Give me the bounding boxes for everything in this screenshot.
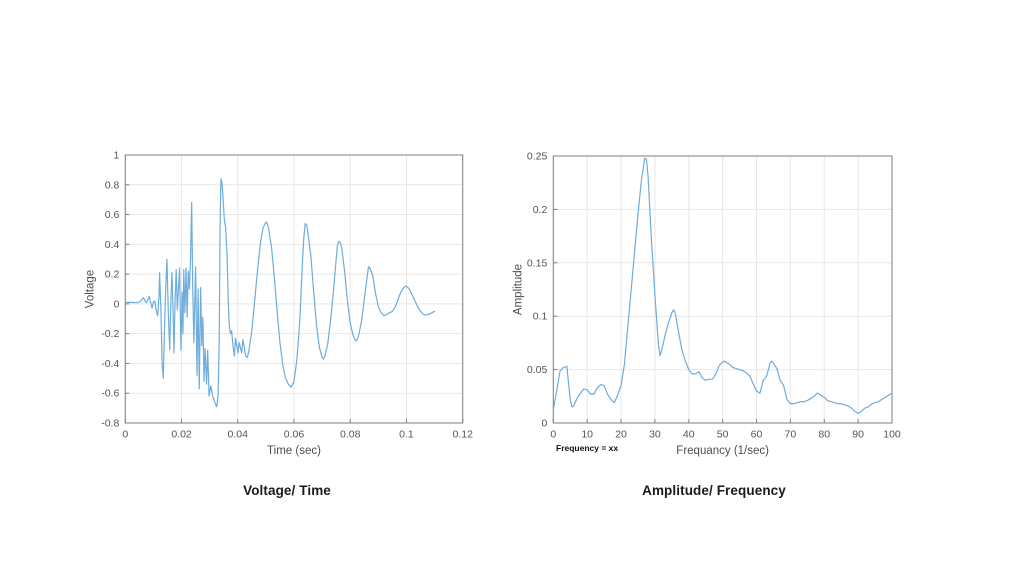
voltage-time-plot: 0 0.02 0.04 0.06 0.08 0.1 0.12 -0.8 -0.6 -0.4 -0.2… — [84, 150, 473, 458]
frequency-annotation: Frequency = xx — [556, 443, 619, 453]
y-tick-label: 0.2 — [533, 204, 548, 216]
y-tick-label: 1 — [113, 150, 119, 162]
y-tick-label: 0.2 — [105, 269, 120, 281]
x-tick-label: 80 — [818, 429, 830, 441]
x-tick-label: 0.1 — [399, 429, 414, 441]
y-tick-label: -0.2 — [101, 328, 119, 340]
x-tick-label: 40 — [683, 429, 695, 441]
voltage-time-caption: Voltage/ Time — [243, 483, 331, 498]
amplitude-frequency-caption: Amplitude/ Frequency — [642, 483, 786, 498]
y-tick-label: -0.4 — [101, 358, 119, 370]
x-tick-label: 0.06 — [284, 429, 305, 441]
x-tick-label: 0 — [550, 429, 556, 441]
y-tick-label: 0.25 — [527, 151, 548, 163]
x-tick-label: 0.04 — [228, 429, 249, 441]
x-tick-label: 0.08 — [340, 429, 361, 441]
series-line — [552, 157, 893, 414]
series-line — [124, 178, 436, 408]
y-tick-label: 0.4 — [105, 239, 120, 251]
x-tick-label: 10 — [581, 429, 593, 441]
x-tick-label: 30 — [649, 429, 661, 441]
x-tick-label: 60 — [751, 429, 763, 441]
y-tick-label: 0.6 — [105, 209, 120, 221]
amplitude-frequency-plot: 0 10 20 30 40 50 60 70 80 90 100 0 0.05 0.1 0.15 0.2 0.2… — [512, 151, 901, 458]
x-tick-label: 20 — [615, 429, 627, 441]
y-tick-label: 0.8 — [105, 179, 120, 191]
x-tick-label: 0.12 — [452, 429, 473, 441]
x-axis-label: Time (sec) — [267, 445, 321, 457]
y-tick-label: -0.6 — [101, 388, 119, 400]
x-tick-label: 0 — [122, 429, 128, 441]
x-tick-label: 70 — [785, 429, 797, 441]
y-axis-label: Amplitude — [512, 264, 524, 315]
x-tick-label: 0.02 — [171, 429, 192, 441]
x-axis-label: Frequancy (1/sec) — [676, 445, 769, 457]
y-tick-label: 0 — [541, 418, 547, 430]
y-tick-label: 0.15 — [527, 257, 548, 269]
y-axis-label: Voltage — [84, 270, 96, 308]
x-tick-label: 90 — [852, 429, 864, 441]
y-tick-label: -0.8 — [101, 418, 119, 430]
x-tick-label: 50 — [717, 429, 729, 441]
y-tick-label: 0.05 — [527, 364, 548, 376]
x-tick-label: 100 — [883, 429, 901, 441]
y-tick-label: 0 — [113, 298, 119, 310]
y-tick-label: 0.1 — [533, 311, 548, 323]
